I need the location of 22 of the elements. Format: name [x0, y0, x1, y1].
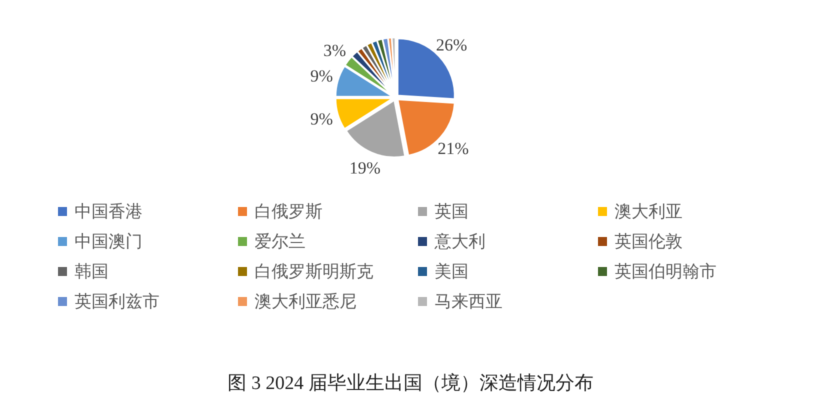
text: 图 3 2024 届毕业生出国（境）深造情况分布: [228, 372, 594, 394]
data-label: 26%: [436, 35, 468, 54]
legend-label: 英国伦敦: [614, 232, 682, 251]
data-label: 9%: [310, 109, 333, 128]
legend-label: 澳大利亚: [614, 202, 682, 221]
legend-label: 澳大利亚悉尼: [254, 292, 356, 311]
legend-label: 英国: [434, 202, 468, 221]
legend-label: 白俄罗斯: [254, 202, 322, 221]
legend-label: 马来西亚: [434, 292, 502, 311]
legend-label: 意大利: [434, 232, 486, 251]
legend-label: 中国澳门: [74, 232, 142, 251]
data-label: 19%: [349, 158, 381, 178]
legend-label: 白俄罗斯明斯克: [254, 262, 374, 281]
data-label: 21%: [438, 138, 469, 158]
data-label: 3%: [323, 40, 346, 60]
legend-label: 爱尔兰: [254, 232, 306, 251]
legend-label: 美国: [434, 262, 468, 281]
legend-label: 英国利兹市: [74, 292, 160, 311]
legend-label: 英国伯明翰市: [614, 262, 716, 281]
legend-label: 韩国: [74, 262, 108, 281]
data-label: 9%: [310, 66, 333, 86]
legend-label: 中国香港: [74, 202, 142, 221]
